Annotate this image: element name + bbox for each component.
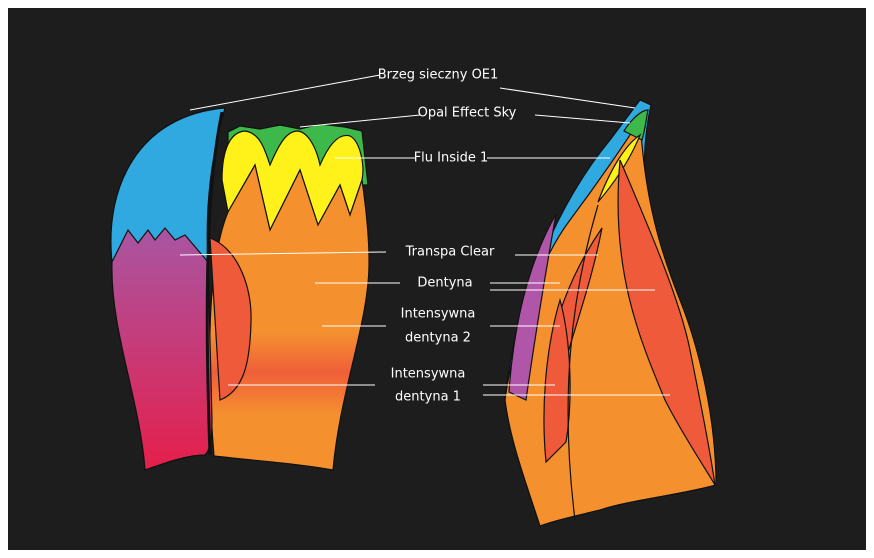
- leader-lines: [179, 74, 670, 396]
- label: dentyna 1: [395, 390, 461, 405]
- labels: Brzeg sieczny OE1 Opal Effect Sky Flu In…: [378, 68, 517, 405]
- label: Flu Inside 1: [414, 151, 489, 166]
- left-tooth: [110, 107, 370, 471]
- label: Brzeg sieczny OE1: [378, 68, 499, 83]
- label: Dentyna: [417, 276, 472, 291]
- right-tooth: [504, 99, 717, 527]
- label: dentyna 2: [405, 331, 471, 346]
- label: Intensywna: [401, 307, 476, 322]
- label: Intensywna: [391, 367, 466, 382]
- label: Transpa Clear: [405, 245, 495, 260]
- label: Opal Effect Sky: [418, 106, 517, 121]
